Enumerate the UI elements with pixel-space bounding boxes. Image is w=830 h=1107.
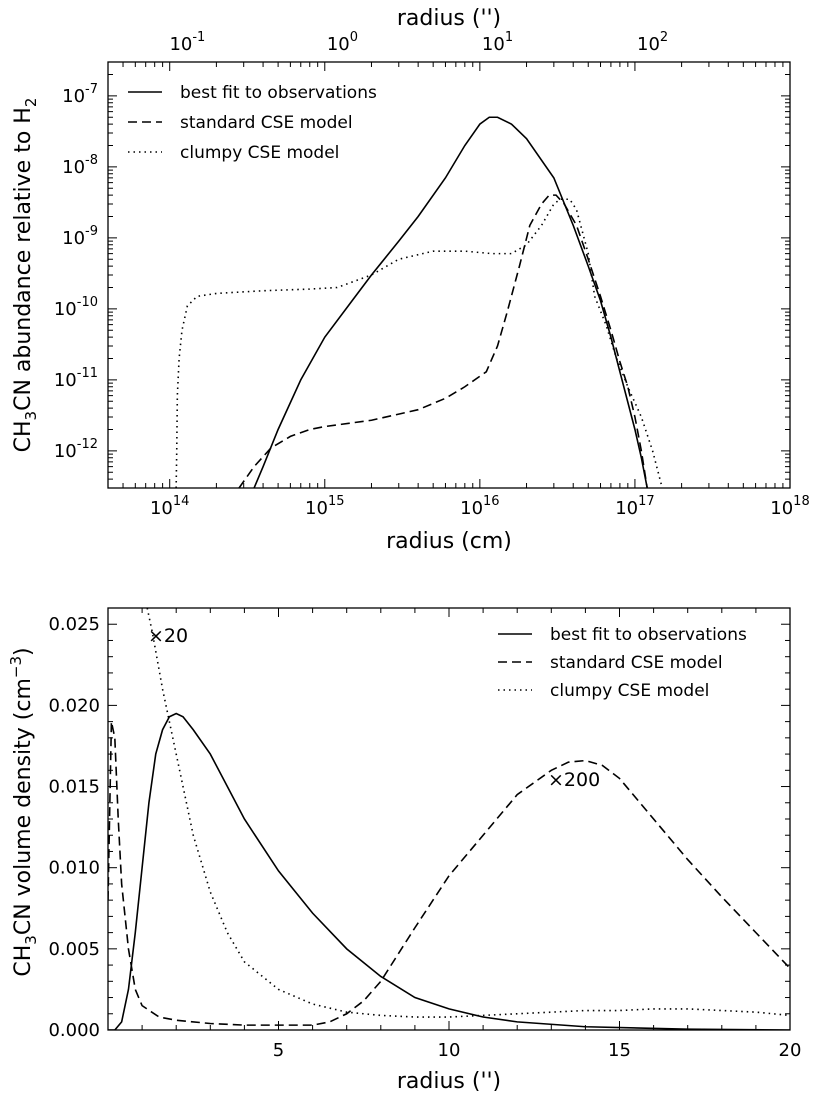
x-tick-label: 1015 [305,494,344,519]
series-line-solid [253,116,648,488]
y-tick-label: 10-11 [54,366,98,391]
abundance-panel: 1014 1015 1016 1017 1018 10-1 100 101 102 10-12 10… [11,6,810,554]
y-tick-label: 0.025 [48,614,100,635]
density-panel: 5 10 15 20 0.000 0.005 0.010 0.015 0.020 0.025 ra… [7,607,802,1094]
legend-best-fit: best fit to observations [180,83,377,103]
x-tick-label: 1018 [770,494,809,519]
x-tick-label: 1014 [150,494,189,519]
top-tick-label: 101 [482,30,513,55]
abundance-x-axis-label: radius (cm) [386,529,512,554]
y-tick-label: 10-9 [62,224,98,249]
x-tick-label: 1017 [615,494,654,519]
series-line-solid [108,712,790,1030]
legend-best-fit-2: best fit to observations [550,625,747,645]
series-line-dotted [175,198,664,488]
series-line-dashed [238,194,649,488]
x-tick-label: 5 [273,1040,284,1061]
series-line-dashed [108,721,790,1026]
legend-clumpy: clumpy CSE model [180,143,339,163]
density-series [108,608,790,1030]
y-tick-label: 0.005 [48,939,100,960]
x-tick-label: 1016 [460,494,499,519]
x-tick-label: 10 [438,1040,461,1061]
y-tick-label: 10-7 [62,82,98,107]
annotation-x20: ×20 [148,625,188,647]
abundance-ticks: 1014 1015 1016 1017 1018 10-1 100 101 102 10-12 10… [54,30,810,519]
x-tick-label: 20 [779,1040,802,1061]
legend-standard-2: standard CSE model [550,653,723,673]
abundance-legend: best fit to observations standard CSE mo… [128,83,377,163]
y-tick-label: 10-12 [54,437,98,462]
x-tick-label: 15 [608,1040,631,1061]
abundance-y-axis-label: CH3CN abundance relative to H2 [11,98,40,453]
y-tick-label: 10-10 [54,295,98,320]
top-tick-label: 102 [637,30,668,55]
density-ticks: 5 10 15 20 0.000 0.005 0.010 0.015 0.020 0.025 [48,607,802,1061]
y-tick-label: 0.000 [48,1020,100,1041]
legend-clumpy-2: clumpy CSE model [550,681,709,701]
y-tick-label: 0.020 [48,695,100,716]
annotation-x200: ×200 [548,769,600,791]
density-x-axis-label: radius ('') [397,1069,501,1094]
top-tick-label: 10-1 [169,30,205,55]
top-axis-label: radius ('') [397,6,501,31]
y-tick-label: 0.015 [48,777,100,798]
y-tick-label: 10-8 [62,153,98,178]
abundance-series [175,116,664,488]
density-legend: best fit to observations standard CSE mo… [498,625,747,701]
y-tick-label: 0.010 [48,858,100,879]
density-y-axis-label: CH3CN volume density (cm−3) [7,647,40,976]
legend-standard: standard CSE model [180,113,353,133]
series-line-dotted [146,608,790,1018]
top-tick-label: 100 [327,30,358,55]
